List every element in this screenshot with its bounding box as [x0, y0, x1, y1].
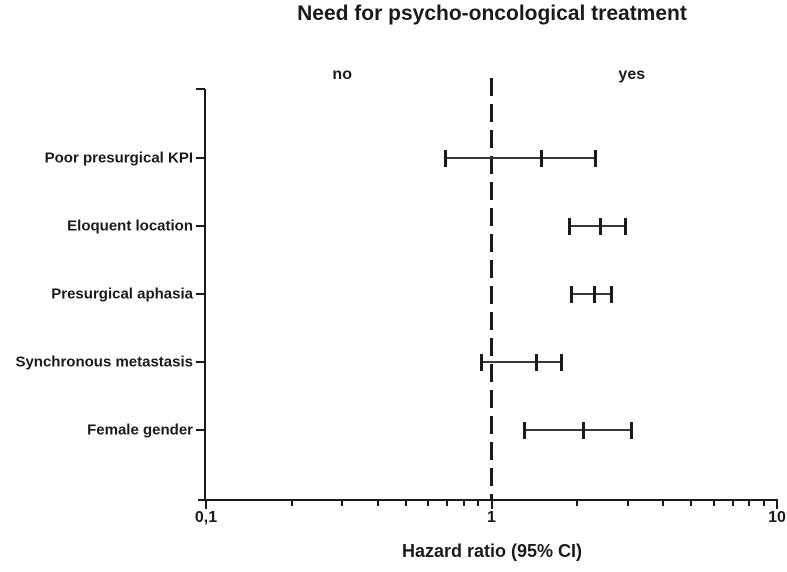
ci-cap-low	[479, 353, 483, 371]
category-label: Eloquent location	[67, 217, 193, 235]
x-axis-minor-tick	[748, 501, 751, 506]
category-label: Poor presurgical KPI	[44, 149, 193, 167]
hazard-ratio-marker	[599, 217, 603, 235]
category-label: Female gender	[87, 421, 193, 439]
x-axis-minor-tick	[446, 501, 449, 506]
x-axis-minor-tick	[462, 501, 465, 506]
ci-cap-low	[443, 149, 447, 167]
y-axis-category-tick	[196, 361, 204, 363]
x-axis-minor-tick	[626, 501, 629, 506]
x-axis-minor-tick	[576, 501, 579, 506]
ci-line	[569, 225, 626, 227]
reference-line	[490, 78, 493, 499]
hazard-ratio-marker	[540, 149, 544, 167]
ci-cap-high	[624, 217, 628, 235]
ci-cap-high	[560, 353, 564, 371]
category-label: Synchronous metastasis	[15, 353, 193, 371]
x-axis-minor-tick	[662, 501, 665, 506]
x-axis-minor-tick	[290, 501, 293, 506]
x-axis-tick-label: 1	[487, 509, 496, 526]
ci-line	[481, 361, 562, 363]
region-label-no: no	[332, 66, 352, 83]
x-axis-minor-tick	[404, 501, 407, 506]
x-axis-line	[198, 499, 778, 501]
x-axis-minor-tick	[341, 501, 344, 506]
ci-line	[571, 293, 612, 295]
y-axis-line	[204, 89, 206, 501]
ci-line	[524, 429, 632, 431]
category-label: Presurgical aphasia	[51, 285, 193, 303]
x-axis-minor-tick	[712, 501, 715, 506]
hazard-ratio-marker	[535, 353, 539, 371]
x-axis-major-tick	[490, 501, 493, 509]
x-axis-label: Hazard ratio (95% CI)	[401, 541, 583, 561]
region-label-yes: yes	[618, 66, 646, 83]
x-axis-minor-tick	[477, 501, 480, 506]
y-axis-category-tick	[196, 293, 204, 295]
hazard-ratio-marker	[593, 285, 597, 303]
ci-cap-high	[610, 285, 614, 303]
x-axis-minor-tick	[427, 501, 430, 506]
x-axis-minor-tick	[690, 501, 693, 506]
ci-cap-low	[522, 421, 526, 439]
x-axis-minor-tick	[762, 501, 765, 506]
hazard-ratio-marker	[581, 421, 585, 439]
ci-cap-high	[630, 421, 634, 439]
ci-cap-low	[568, 217, 572, 235]
x-axis-minor-tick	[731, 501, 734, 506]
y-axis-category-tick	[196, 225, 204, 227]
x-axis-major-tick	[776, 501, 778, 509]
x-axis-tick-label: 10	[768, 509, 786, 526]
ci-line	[445, 157, 596, 159]
y-axis-category-tick	[196, 429, 204, 431]
x-axis-minor-tick	[376, 501, 379, 506]
y-axis-end-tick	[196, 88, 205, 90]
x-axis-tick-label: 0,1	[194, 509, 218, 526]
chart-title: Need for psycho-oncological treatment	[297, 2, 687, 25]
y-axis-category-tick	[196, 157, 204, 159]
ci-cap-low	[570, 285, 574, 303]
x-axis-major-tick	[205, 501, 207, 509]
ci-cap-high	[594, 149, 598, 167]
